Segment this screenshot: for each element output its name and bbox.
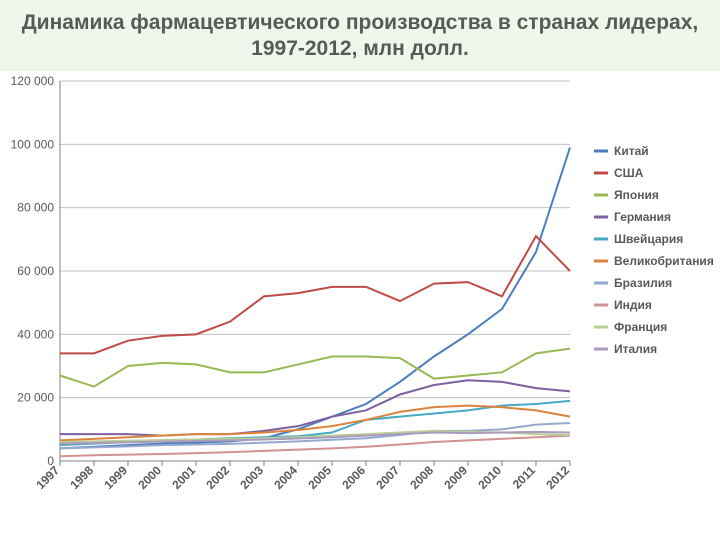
legend-label: Великобритания bbox=[614, 254, 714, 268]
x-tick-label: 2012 bbox=[543, 462, 572, 491]
legend-label: Германия bbox=[614, 210, 671, 224]
series-line bbox=[60, 236, 570, 353]
chart-container: 020 00040 00060 00080 000100 000120 0001… bbox=[0, 71, 720, 531]
y-tick-label: 80 000 bbox=[17, 200, 54, 214]
legend-label: США bbox=[614, 166, 644, 180]
y-tick-label: 120 000 bbox=[11, 74, 55, 88]
y-tick-label: 100 000 bbox=[11, 137, 55, 151]
y-tick-label: 40 000 bbox=[17, 327, 54, 341]
x-tick-label: 2005 bbox=[305, 462, 334, 491]
legend-label: Китай bbox=[614, 144, 649, 158]
chart-title-band: Динамика фармацевтического производства … bbox=[0, 0, 720, 71]
x-tick-label: 2001 bbox=[169, 462, 198, 491]
legend-label: Франция bbox=[614, 320, 667, 334]
chart-title: Динамика фармацевтического производства … bbox=[20, 10, 700, 63]
legend-label: Индия bbox=[614, 298, 652, 312]
x-tick-label: 2003 bbox=[237, 462, 266, 491]
x-tick-label: 1998 bbox=[67, 462, 96, 491]
x-tick-label: 2002 bbox=[203, 462, 232, 491]
x-tick-label: 2000 bbox=[135, 462, 164, 491]
x-tick-label: 2010 bbox=[475, 462, 504, 491]
y-tick-label: 20 000 bbox=[17, 390, 54, 404]
x-tick-label: 2011 bbox=[510, 463, 539, 492]
x-tick-label: 2007 bbox=[373, 462, 402, 491]
line-chart: 020 00040 00060 00080 000100 000120 0001… bbox=[0, 71, 720, 531]
x-tick-label: 1997 bbox=[33, 462, 62, 491]
legend-label: Италия bbox=[614, 342, 657, 356]
x-tick-label: 2008 bbox=[407, 462, 436, 491]
x-tick-label: 2004 bbox=[271, 462, 300, 491]
series-line bbox=[60, 147, 570, 448]
y-tick-label: 60 000 bbox=[17, 264, 54, 278]
x-tick-label: 2009 bbox=[441, 462, 470, 491]
legend-label: Япония bbox=[614, 188, 659, 202]
x-tick-label: 1999 bbox=[101, 462, 130, 491]
legend-label: Бразилия bbox=[614, 276, 672, 290]
x-tick-label: 2006 bbox=[339, 462, 368, 491]
legend-label: Швейцария bbox=[614, 232, 683, 246]
